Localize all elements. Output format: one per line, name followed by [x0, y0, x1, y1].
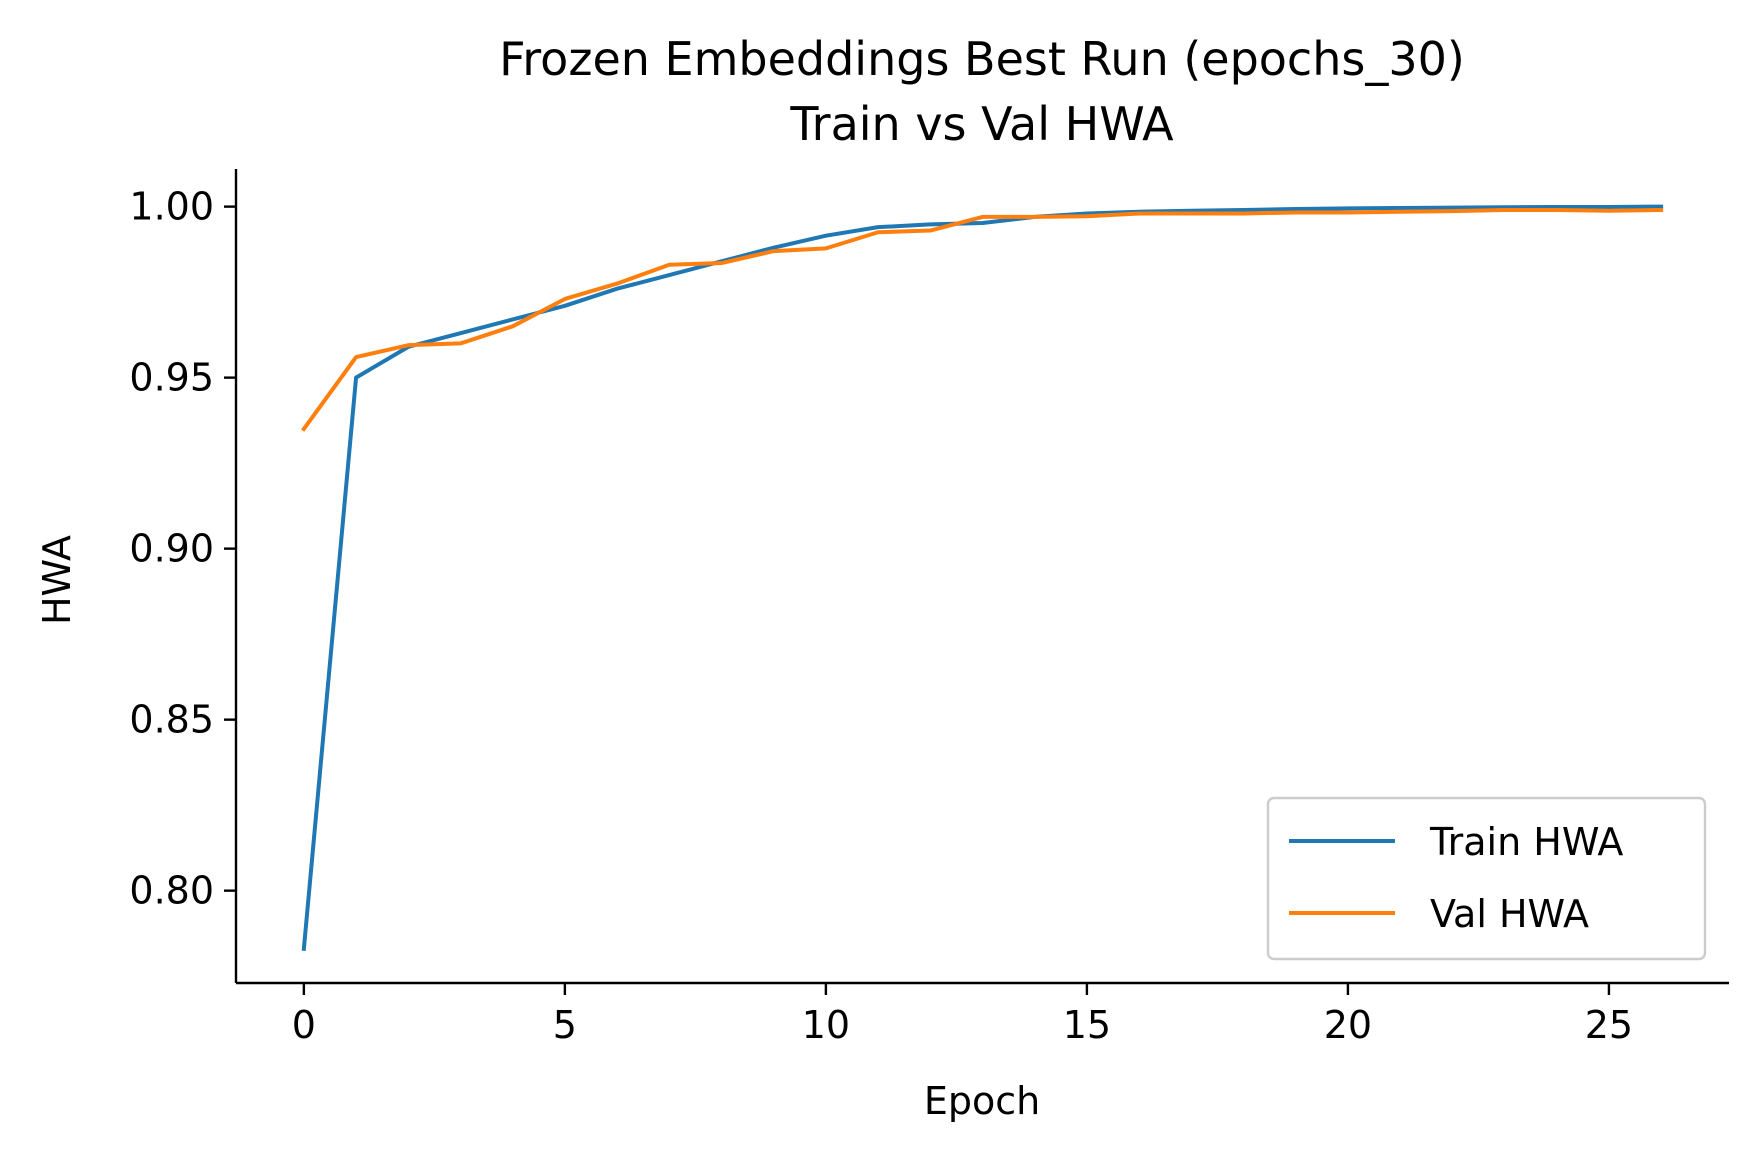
- y-tick-label: 0.95: [129, 356, 214, 400]
- x-axis-ticks: 0 5 10 15 20 25: [292, 983, 1633, 1047]
- x-tick-label: 20: [1324, 1003, 1372, 1047]
- series-layer: [301, 204, 1664, 951]
- y-tick-label: 1.00: [129, 185, 214, 229]
- series-line-train: [301, 204, 1664, 951]
- chart-title: Frozen Embeddings Best Run (epochs_30): [499, 32, 1465, 86]
- series-line-val: [301, 208, 1664, 432]
- x-tick-label: 15: [1063, 1003, 1111, 1047]
- legend-label-val: Val HWA: [1430, 892, 1589, 936]
- x-axis-label: Epoch: [924, 1079, 1040, 1123]
- x-tick-label: 25: [1585, 1003, 1633, 1047]
- y-tick-label: 0.85: [129, 698, 214, 742]
- y-tick-label: 0.90: [129, 527, 214, 571]
- y-tick-label: 0.80: [129, 869, 214, 913]
- y-axis-ticks: 0.80 0.85 0.90 0.95 1.00: [129, 185, 236, 913]
- legend-label-train: Train HWA: [1429, 820, 1623, 864]
- legend: Train HWA Val HWA: [1266, 796, 1707, 961]
- x-tick-label: 5: [553, 1003, 577, 1047]
- legend-box: [1266, 796, 1707, 961]
- y-axis-label: HWA: [35, 535, 79, 625]
- x-tick-label: 10: [802, 1003, 850, 1047]
- x-tick-label: 0: [292, 1003, 316, 1047]
- chart-subtitle: Train vs Val HWA: [789, 97, 1174, 151]
